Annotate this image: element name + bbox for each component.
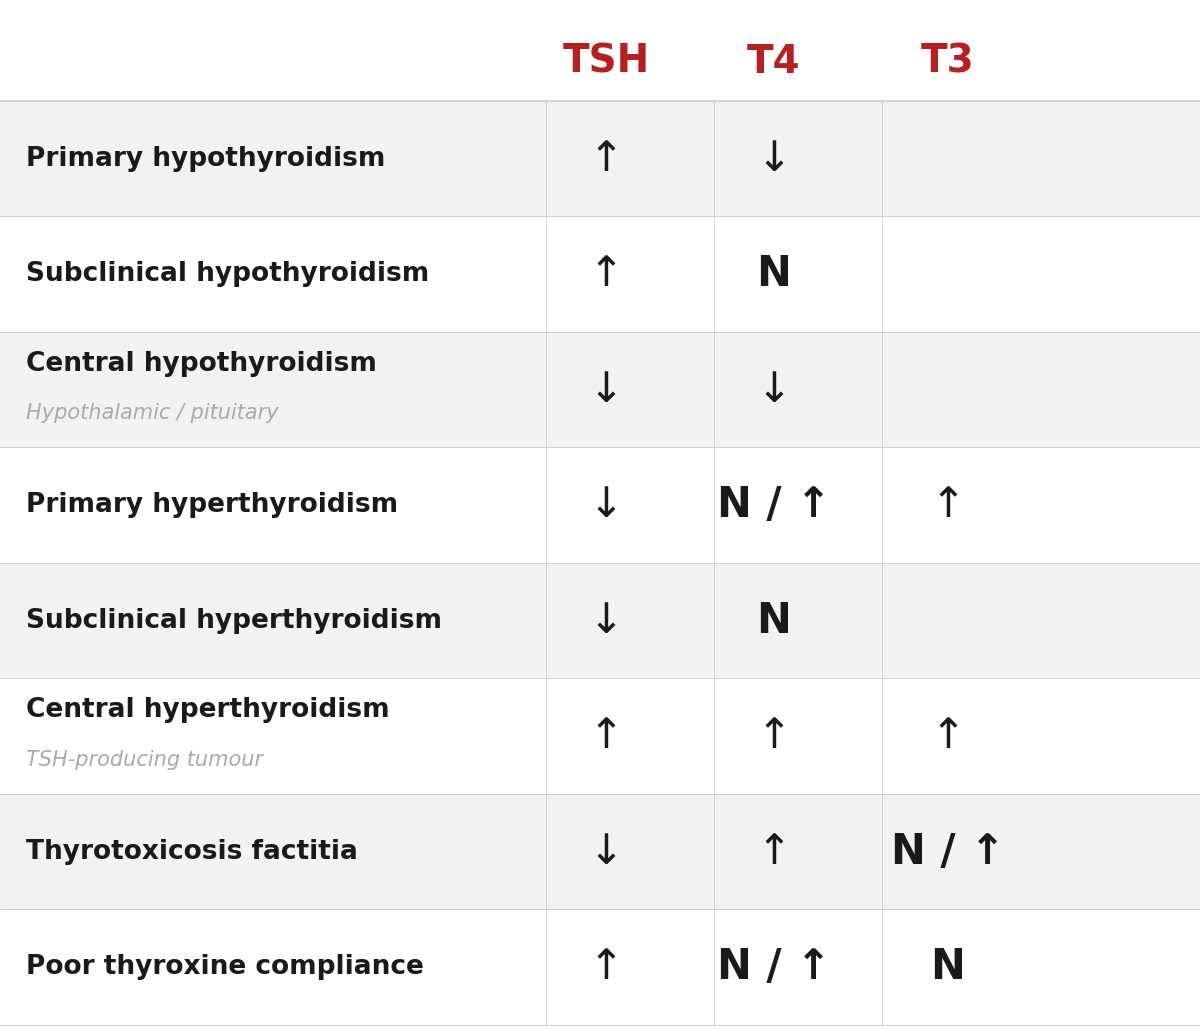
Text: Subclinical hyperthyroidism: Subclinical hyperthyroidism: [26, 608, 443, 633]
Text: ↑: ↑: [588, 138, 624, 179]
Text: TSH: TSH: [563, 43, 649, 80]
Bar: [0, 794, 1200, 909]
Text: ↓: ↓: [588, 830, 624, 872]
Text: Subclinical hypothyroidism: Subclinical hypothyroidism: [26, 262, 430, 287]
Bar: [0, 679, 1200, 794]
Bar: [0, 101, 1200, 216]
Bar: [0, 909, 1200, 1025]
Text: ↑: ↑: [756, 830, 792, 872]
Text: N: N: [930, 947, 966, 988]
Text: ↓: ↓: [588, 369, 624, 411]
Text: N / ↑: N / ↑: [718, 484, 830, 526]
Text: ↑: ↑: [930, 484, 966, 526]
Text: N: N: [756, 253, 792, 296]
Bar: [0, 332, 1200, 447]
Text: N: N: [756, 599, 792, 642]
Text: ↑: ↑: [588, 715, 624, 757]
Text: T4: T4: [748, 43, 800, 80]
Text: Primary hyperthyroidism: Primary hyperthyroidism: [26, 492, 398, 518]
Text: Hypothalamic / pituitary: Hypothalamic / pituitary: [26, 404, 280, 423]
Text: Primary hypothyroidism: Primary hypothyroidism: [26, 145, 385, 172]
Text: TSH-producing tumour: TSH-producing tumour: [26, 750, 264, 769]
Bar: [0, 447, 1200, 562]
Text: Central hyperthyroidism: Central hyperthyroidism: [26, 697, 390, 723]
Text: ↑: ↑: [588, 253, 624, 296]
Bar: [0, 216, 1200, 332]
Text: ↓: ↓: [588, 599, 624, 642]
Bar: [0, 562, 1200, 679]
Text: Central hypothyroidism: Central hypothyroidism: [26, 351, 377, 377]
Text: Thyrotoxicosis factitia: Thyrotoxicosis factitia: [26, 838, 359, 864]
Text: ↑: ↑: [756, 715, 792, 757]
Text: T3: T3: [922, 43, 974, 80]
Text: N / ↑: N / ↑: [890, 830, 1006, 872]
Text: Poor thyroxine compliance: Poor thyroxine compliance: [26, 954, 425, 981]
Text: ↓: ↓: [756, 369, 792, 411]
Text: ↑: ↑: [588, 947, 624, 988]
Text: ↑: ↑: [930, 715, 966, 757]
Text: N / ↑: N / ↑: [718, 947, 830, 988]
Text: ↓: ↓: [588, 484, 624, 526]
Text: ↓: ↓: [756, 138, 792, 179]
